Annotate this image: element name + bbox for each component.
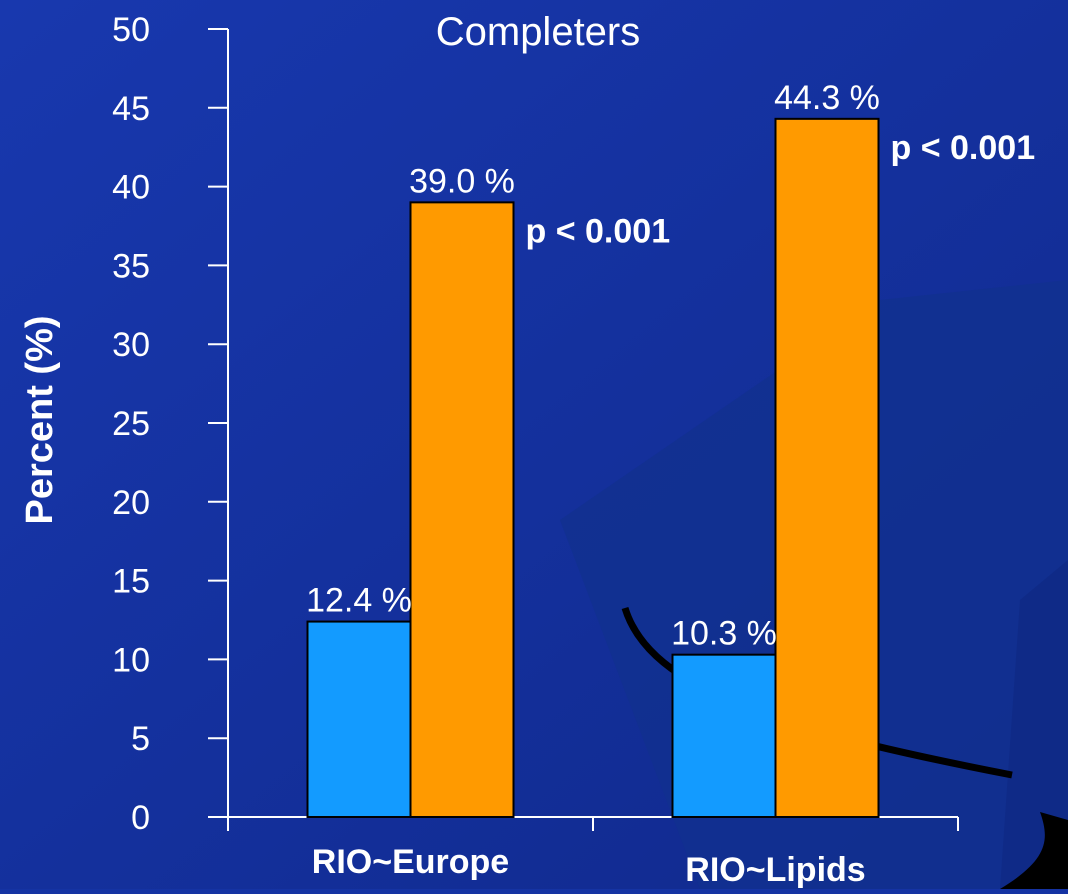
axes: 0 5 10 15 20 25 30 35 40 45 50 RIO~Europe RIO~Lipids	[112, 11, 959, 889]
y-axis-label: Percent (%)	[19, 315, 61, 524]
bar-value-label: 10.3 %	[671, 615, 777, 653]
y-tick-label: 5	[131, 720, 150, 758]
chart-title: Completers	[436, 10, 641, 54]
significance-annotation: p < 0.001	[891, 129, 1036, 167]
bar	[306, 620, 412, 818]
y-tick-label: 50	[112, 11, 150, 49]
y-tick-label: 45	[112, 90, 150, 128]
bar	[409, 201, 515, 819]
y-tick-label: 30	[112, 326, 150, 364]
y-tick-label: 15	[112, 563, 150, 601]
bar-value-label: 39.0 %	[409, 162, 515, 200]
y-tick-label: 25	[112, 405, 150, 443]
bar-value-label: 12.4 %	[306, 582, 412, 620]
y-tick-label: 35	[112, 247, 150, 285]
y-tick-label: 10	[112, 641, 150, 679]
bar	[774, 117, 880, 819]
y-tick-label: 0	[131, 799, 150, 837]
y-tick-label: 20	[112, 484, 150, 522]
y-tick-label: 40	[112, 169, 150, 207]
bar-value-label: 44.3 %	[774, 79, 880, 117]
significance-annotation: p < 0.001	[526, 212, 671, 250]
x-category-label: RIO~Lipids	[685, 851, 865, 889]
data-labels: 12.4 % 39.0 % p < 0.001 10.3 % 44.3 % p < 0.0…	[306, 79, 1035, 653]
bars	[306, 117, 880, 819]
bar	[671, 653, 777, 818]
x-category-label: RIO~Europe	[312, 843, 509, 881]
